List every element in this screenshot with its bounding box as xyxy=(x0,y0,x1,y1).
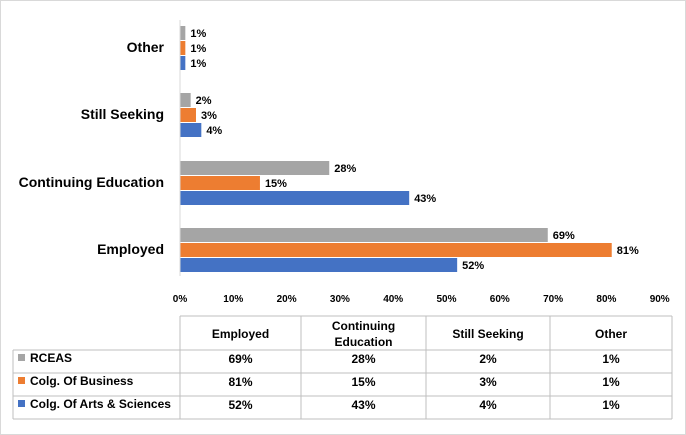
value-label-continuing-education-colg-of-arts-sciences: 43% xyxy=(414,193,436,205)
legend-swatch-rceas xyxy=(18,354,25,361)
table-cell-colg-of-business-continuing-education: 15% xyxy=(351,375,375,389)
value-label-employed-rceas: 69% xyxy=(553,230,575,242)
table-cell-rceas-continuing-education: 28% xyxy=(351,352,375,366)
data-table: Employed Continuing Education Still Seeking… xyxy=(12,315,673,420)
category-labels: Employed Continuing Education Still Seekin… xyxy=(19,39,165,257)
x-tick-label: 50% xyxy=(436,294,456,305)
value-label-employed-colg-of-arts-sciences: 52% xyxy=(462,260,484,272)
table-cell-rceas-still-seeking: 2% xyxy=(479,352,497,366)
bar-continuing-education-colg-of-business xyxy=(180,176,260,190)
bar-continuing-education-rceas xyxy=(180,161,330,175)
table-header-continuing-education: Continuing Education xyxy=(332,319,395,349)
bar-still-seeking-rceas xyxy=(180,93,191,107)
value-label-other-rceas: 1% xyxy=(190,28,206,40)
x-tick-label: 20% xyxy=(277,294,297,305)
x-tick-label: 0% xyxy=(173,294,188,305)
table-cell-colg-of-business-employed: 81% xyxy=(228,375,252,389)
table-cell-colg-of-business-still-seeking: 3% xyxy=(479,375,497,389)
x-tick-label: 10% xyxy=(223,294,243,305)
x-tick-label: 30% xyxy=(330,294,350,305)
table-cell-rceas-employed: 69% xyxy=(228,352,252,366)
bar-employed-colg-of-business xyxy=(180,243,612,257)
x-tick-label: 40% xyxy=(383,294,403,305)
value-label-other-colg-of-arts-sciences: 1% xyxy=(190,58,206,70)
bar-continuing-education-colg-of-arts-sciences xyxy=(180,191,410,205)
x-axis: 0% 10% 20% 30% 40% 50% 60% 70% 80% 90% xyxy=(173,20,670,305)
bar-other-rceas xyxy=(180,26,186,40)
x-tick-label: 70% xyxy=(543,294,563,305)
value-label-employed-colg-of-business: 81% xyxy=(617,245,639,257)
bar-employed-colg-of-arts-sciences xyxy=(180,258,458,272)
table-cell-colg-of-arts-sciences-continuing-education: 43% xyxy=(351,398,375,412)
table-header-other: Other xyxy=(595,327,627,341)
table-cell-colg-of-business-other: 1% xyxy=(602,375,620,389)
legend-label-colg-of-business: Colg. Of Business xyxy=(30,374,134,388)
bar-still-seeking-colg-of-arts-sciences xyxy=(180,123,202,137)
legend-label-rceas: RCEAS xyxy=(30,351,72,365)
bar-employed-rceas xyxy=(180,228,548,242)
value-label-still-seeking-colg-of-business: 3% xyxy=(201,110,217,122)
bar-still-seeking-colg-of-business xyxy=(180,108,196,122)
x-tick-label: 60% xyxy=(490,294,510,305)
category-label-employed: Employed xyxy=(97,241,164,257)
bar-other-colg-of-business xyxy=(180,41,186,55)
x-tick-label: 80% xyxy=(596,294,616,305)
x-tick-label: 90% xyxy=(650,294,670,305)
value-label-still-seeking-rceas: 2% xyxy=(196,95,212,107)
bar-other-colg-of-arts-sciences xyxy=(180,56,186,70)
legend-swatch-colg-of-business xyxy=(18,377,25,384)
value-label-other-colg-of-business: 1% xyxy=(190,43,206,55)
category-label-continuing-education: Continuing Education xyxy=(19,174,164,190)
table-header-employed: Employed xyxy=(212,327,269,341)
table-cell-colg-of-arts-sciences-other: 1% xyxy=(602,398,620,412)
value-label-still-seeking-colg-of-arts-sciences: 4% xyxy=(206,125,222,137)
table-cell-colg-of-arts-sciences-employed: 52% xyxy=(228,398,252,412)
legend-label-colg-of-arts-sciences: Colg. Of Arts & Sciences xyxy=(30,397,171,411)
legend-swatch-colg-of-arts-sciences xyxy=(18,400,25,407)
table-cell-colg-of-arts-sciences-still-seeking: 4% xyxy=(479,398,497,412)
value-labels: 69% 81% 52% 28% 15% 43% 2% 3% 4% 1% 1% 1% xyxy=(190,28,639,272)
table-cell-rceas-other: 1% xyxy=(602,352,620,366)
table-header-still-seeking: Still Seeking xyxy=(452,327,523,341)
value-label-continuing-education-rceas: 28% xyxy=(334,163,356,175)
value-label-continuing-education-colg-of-business: 15% xyxy=(265,178,287,190)
bars-group xyxy=(180,26,612,272)
category-label-still-seeking: Still Seeking xyxy=(81,106,164,122)
category-label-other: Other xyxy=(127,39,165,55)
